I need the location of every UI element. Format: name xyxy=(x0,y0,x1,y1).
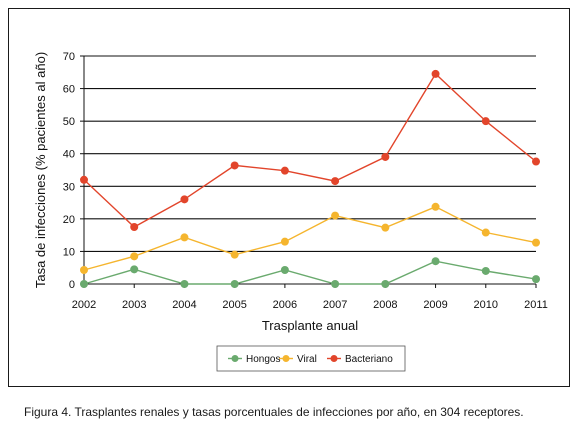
data-point-hongos xyxy=(80,280,88,288)
x-tick-label: 2004 xyxy=(172,299,196,311)
y-tick-label: 40 xyxy=(63,149,75,161)
series-group xyxy=(80,69,540,288)
legend-marker-hongos xyxy=(231,355,239,362)
x-tick-label: 2006 xyxy=(273,299,297,311)
data-point-hongos xyxy=(130,265,139,274)
data-point-viral xyxy=(532,238,540,247)
y-tick-label: 30 xyxy=(63,181,75,193)
data-point-viral xyxy=(481,228,490,237)
data-point-viral xyxy=(381,223,390,232)
data-point-hongos xyxy=(331,280,340,288)
legend-marker-viral xyxy=(282,355,290,362)
series-line-hongos xyxy=(83,260,537,285)
legend-box xyxy=(216,345,406,372)
gridlines xyxy=(80,55,537,288)
data-point-viral xyxy=(180,233,189,242)
legend-label-bacteriano: Bacteriano xyxy=(345,354,393,365)
data-point-bacteriano xyxy=(431,69,440,78)
data-point-hongos xyxy=(230,280,239,288)
series-line-bacteriano xyxy=(83,72,537,228)
data-point-bacteriano xyxy=(331,177,340,186)
x-tick-label: 2011 xyxy=(524,299,548,311)
data-point-bacteriano xyxy=(532,157,540,166)
y-tick-label: 60 xyxy=(63,84,75,96)
x-tick-label: 2005 xyxy=(222,299,246,311)
data-point-bacteriano xyxy=(230,161,239,170)
axes xyxy=(83,56,536,285)
data-point-viral xyxy=(431,202,440,211)
figure-frame xyxy=(8,8,570,387)
data-point-bacteriano xyxy=(80,175,88,184)
y-tick-label: 70 xyxy=(63,51,75,63)
legend-label-viral: Viral xyxy=(297,354,317,365)
data-point-viral xyxy=(130,252,139,261)
data-point-bacteriano xyxy=(180,195,189,204)
data-point-hongos xyxy=(280,265,289,274)
x-tick-label: 2003 xyxy=(122,299,146,311)
series-line-viral xyxy=(83,206,537,271)
data-point-bacteriano xyxy=(280,166,289,175)
legend-label-hongos: Hongos xyxy=(246,354,280,365)
y-tick-label: 50 xyxy=(63,116,75,128)
x-tick-label: 2007 xyxy=(323,299,347,311)
data-point-bacteriano xyxy=(381,152,390,161)
data-point-viral xyxy=(80,265,88,274)
y-tick-label: 10 xyxy=(63,246,75,258)
data-point-hongos xyxy=(381,280,390,288)
x-tick-label: 2008 xyxy=(373,299,397,311)
legend-marker-bacteriano xyxy=(330,355,338,362)
data-point-viral xyxy=(331,211,340,220)
data-point-hongos xyxy=(180,280,189,288)
y-tick-label: 20 xyxy=(63,214,75,226)
x-tick-label: 2010 xyxy=(474,299,498,311)
y-tick-labels: 0 10 20 30 40 50 60 70 xyxy=(63,51,75,291)
x-tick-label: 2002 xyxy=(72,299,96,311)
figure-caption: Figura 4. Trasplantes renales y tasas po… xyxy=(24,405,524,419)
legend: Hongos Viral Bacteriano xyxy=(216,345,406,372)
data-point-viral xyxy=(230,250,239,259)
data-point-bacteriano xyxy=(130,223,139,231)
legend-items: Hongos Viral Bacteriano xyxy=(228,354,393,365)
data-point-hongos xyxy=(431,257,440,266)
data-point-viral xyxy=(280,237,289,246)
data-point-bacteriano xyxy=(481,117,490,126)
x-axis-title: Trasplante anual xyxy=(262,318,358,333)
x-tick-label: 2009 xyxy=(423,299,447,311)
y-axis-title: Tasa de infecciones (% pacientes al año) xyxy=(33,52,48,288)
data-point-hongos xyxy=(532,275,540,284)
data-point-hongos xyxy=(481,266,490,275)
x-tick-labels: 2002 2003 2004 2005 2006 2007 2008 2009 2010 2011 xyxy=(72,299,548,311)
y-tick-label: 0 xyxy=(69,279,75,291)
